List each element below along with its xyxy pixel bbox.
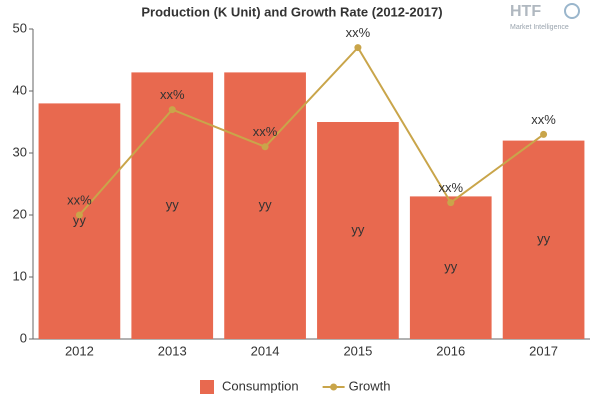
bar bbox=[38, 103, 121, 340]
point-label: xx% bbox=[531, 112, 556, 127]
bar-label: yy bbox=[259, 197, 273, 212]
x-tick-label: 2015 bbox=[343, 343, 372, 358]
y-tick-label: 10 bbox=[13, 268, 27, 283]
bar bbox=[317, 122, 399, 339]
bar-label: yy bbox=[537, 231, 551, 246]
x-tick-label: 2014 bbox=[251, 343, 280, 358]
point-label: xx% bbox=[67, 192, 92, 207]
line bbox=[78, 45, 545, 216]
point-label: xx% bbox=[438, 180, 463, 195]
line-point bbox=[540, 130, 548, 138]
line-point bbox=[168, 106, 176, 114]
y-tick-label: 20 bbox=[13, 206, 27, 221]
bar-label: yy bbox=[166, 197, 180, 212]
y-tick-label: 30 bbox=[13, 144, 27, 159]
x-tick-label: 2013 bbox=[158, 343, 187, 358]
chart-title: Production (K Unit) and Growth Rate (201… bbox=[141, 4, 442, 19]
watermark-subtitle: Market Intelligence bbox=[510, 24, 569, 31]
bar bbox=[409, 196, 492, 339]
point-label: xx% bbox=[346, 25, 371, 40]
line-point bbox=[261, 143, 269, 151]
legend-label: Growth bbox=[349, 378, 391, 393]
y-tick-label: 0 bbox=[20, 330, 27, 345]
watermark-logo: HTF bbox=[510, 3, 541, 20]
x-tick-label: 2017 bbox=[529, 343, 558, 358]
bar-label: yy bbox=[444, 259, 458, 274]
x-tick-label: 2016 bbox=[436, 343, 465, 358]
y-tick-label: 40 bbox=[13, 82, 27, 97]
bar bbox=[131, 72, 214, 340]
legend-swatch bbox=[200, 380, 214, 394]
x-tick-label: 2012 bbox=[65, 343, 94, 358]
bar bbox=[502, 140, 585, 339]
y-tick-label: 50 bbox=[13, 20, 27, 35]
bar-label: yy bbox=[351, 222, 365, 237]
watermark-icon bbox=[564, 3, 580, 19]
line-point bbox=[75, 211, 83, 219]
point-label: xx% bbox=[160, 87, 185, 102]
legend-swatch bbox=[330, 383, 338, 391]
point-label: xx% bbox=[253, 124, 278, 139]
legend-label: Consumption bbox=[222, 378, 299, 393]
line-point bbox=[447, 199, 455, 207]
line-point bbox=[354, 44, 362, 52]
